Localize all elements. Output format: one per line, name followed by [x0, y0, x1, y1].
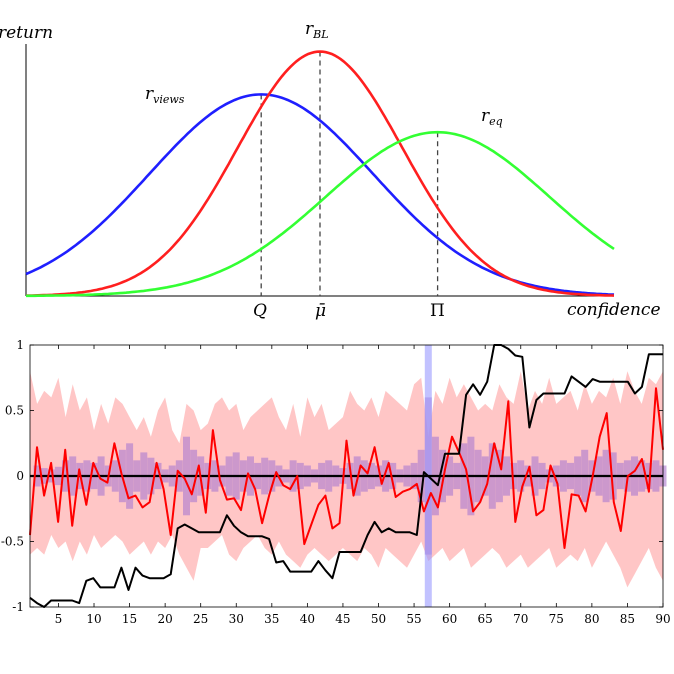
x-tick-label: 70: [513, 612, 528, 626]
y-tick-label: -0.5: [1, 535, 24, 549]
marker-label-mu: μ̄: [315, 301, 326, 321]
r-bl-label: rBL: [305, 19, 329, 41]
black-series: [29, 344, 663, 608]
x-tick-label: 40: [300, 612, 315, 626]
x-tick-label: 5: [55, 612, 63, 626]
marker-label-q: Q: [253, 301, 267, 321]
y-tick-label: 0: [16, 469, 24, 483]
y-tick-label: 1: [16, 338, 24, 352]
x-tick-label: 30: [229, 612, 244, 626]
x-tick-label: 50: [371, 612, 386, 626]
top-x-axis-label: confidence: [567, 300, 661, 320]
x-tick-label: 10: [86, 612, 101, 626]
marker-label-pi: Π: [430, 301, 445, 321]
x-tick-label: 80: [584, 612, 599, 626]
red-series: [29, 387, 664, 549]
x-tick-label: 90: [655, 612, 670, 626]
top-y-axis-label: return: [0, 23, 53, 43]
x-tick-label: 35: [264, 612, 279, 626]
x-tick-label: 85: [620, 612, 635, 626]
x-tick-label: 75: [549, 612, 564, 626]
y-tick-label: -1: [12, 600, 24, 614]
x-tick-label: 25: [193, 612, 208, 626]
x-tick-label: 55: [406, 612, 421, 626]
x-tick-label: 45: [335, 612, 350, 626]
bottom-chart: 5 10 15 20 25 30 35 40 45 50 55 60 65 70 75 80 85 90-1-0.…: [1, 338, 671, 626]
x-tick-label: 65: [478, 612, 493, 626]
r-views-label: rviews: [145, 84, 185, 106]
y-tick-label: 0.5: [5, 404, 24, 418]
x-tick-label: 60: [442, 612, 457, 626]
x-tick-label: 15: [122, 612, 137, 626]
top-chart: return confidence rviews rBL req Q μ̄ Π: [0, 19, 661, 321]
x-tick-label: 20: [157, 612, 172, 626]
r-eq-label: req: [481, 106, 503, 128]
curve-r-bl: [25, 50, 615, 297]
curve-r-eq: [26, 130, 615, 298]
